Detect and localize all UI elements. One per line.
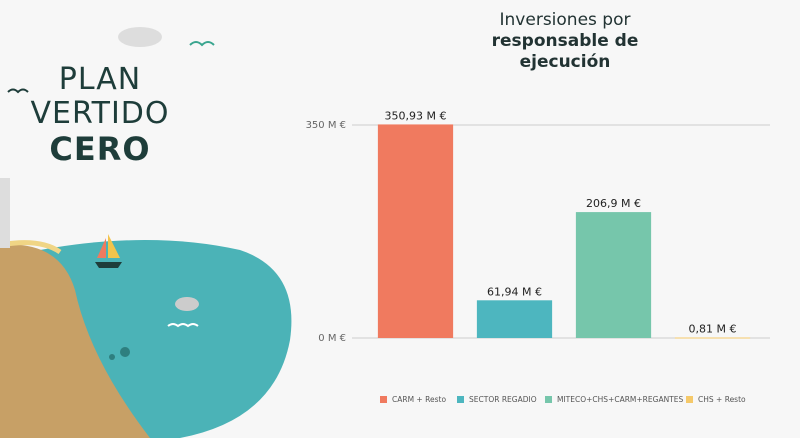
legend-label: CARM + Resto xyxy=(392,395,446,404)
bar xyxy=(575,212,652,338)
y-tick-label: 0 M € xyxy=(318,333,346,344)
legend-swatch xyxy=(457,396,464,403)
title-regular: Inversiones por xyxy=(499,10,631,30)
value-label: 61,94 M € xyxy=(487,285,542,298)
legend-swatch xyxy=(545,396,552,403)
illustration xyxy=(0,27,292,438)
bar xyxy=(476,300,553,338)
legend-swatch xyxy=(686,396,693,403)
legend-label: MITECO+CHS+CARM+REGANTES xyxy=(557,395,684,404)
value-label: 206,9 M € xyxy=(586,197,641,210)
value-label: 350,93 M € xyxy=(385,109,447,122)
value-label: 0,81 M € xyxy=(689,323,737,336)
logo-line: PLAN xyxy=(58,62,142,97)
bar xyxy=(674,337,751,339)
legend-swatch xyxy=(380,396,387,403)
legend-label: CHS + Resto xyxy=(698,395,746,404)
bar xyxy=(377,124,454,339)
legend-label: SECTOR REGADIO xyxy=(469,395,537,404)
logo-line: VERTIDO xyxy=(30,96,170,131)
y-tick-label: 350 M € xyxy=(306,120,346,131)
title-bold: responsable de ejecución xyxy=(491,31,639,72)
logo-line: CERO xyxy=(49,130,151,168)
chart-title: Inversiones por responsable de ejecución xyxy=(440,10,690,73)
